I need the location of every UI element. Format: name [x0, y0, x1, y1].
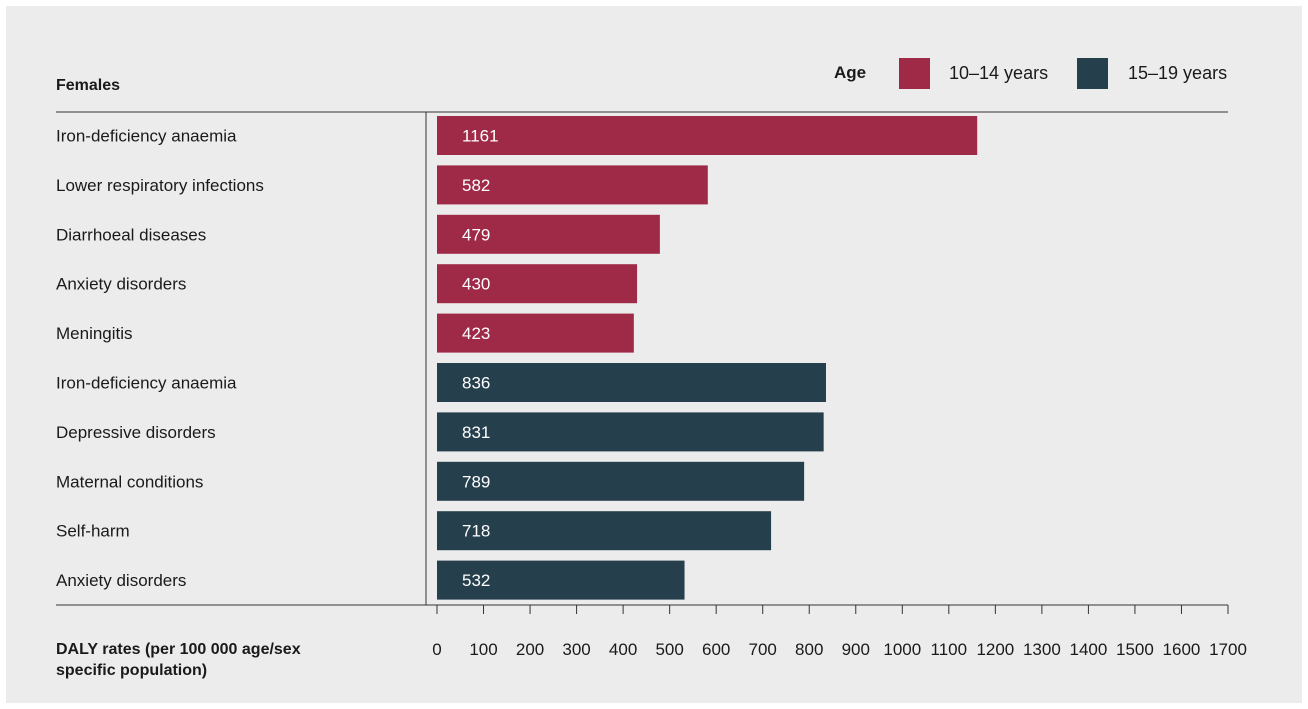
- x-tick-label: 500: [655, 640, 683, 659]
- data-label: 789: [462, 472, 490, 491]
- category-header: Females: [56, 77, 121, 94]
- x-axis-label: DALY rates (per 100 000 age/sex specific…: [56, 641, 301, 679]
- bar-10-14: [437, 116, 978, 155]
- data-label: 831: [462, 423, 490, 442]
- bar-10-14: [437, 313, 634, 353]
- data-label: 718: [462, 522, 490, 541]
- x-tick-label: 700: [749, 640, 777, 659]
- legend-label-15-19: 15–19 years: [1128, 63, 1228, 83]
- x-tick-label: 1300: [1023, 640, 1061, 659]
- bar-15-19: [437, 363, 826, 402]
- x-tick-label: 600: [702, 640, 730, 659]
- data-label: 423: [462, 324, 490, 343]
- category-label: Diarrhoeal diseases: [56, 225, 206, 244]
- x-tick-label: 1400: [1069, 640, 1107, 659]
- data-label: 582: [462, 176, 490, 195]
- category-label: Meningitis: [56, 324, 133, 343]
- x-tick-label: 400: [609, 640, 637, 659]
- data-label: 430: [462, 275, 490, 294]
- x-tick-label: 1500: [1116, 640, 1154, 659]
- x-tick-label: 300: [562, 640, 590, 659]
- legend-label-10-14: 10–14 years: [949, 63, 1049, 83]
- data-label: 836: [462, 374, 490, 393]
- x-tick-label: 900: [842, 640, 870, 659]
- bar-10-14: [437, 214, 660, 254]
- legend-swatch-10-14: [899, 58, 930, 89]
- bar-10-14: [437, 264, 638, 304]
- x-tick-label: 200: [516, 640, 544, 659]
- category-label: Anxiety disorders: [56, 571, 186, 590]
- category-label: Iron-deficiency anaemia: [56, 127, 237, 146]
- data-label: 1161: [462, 127, 499, 146]
- bar-15-19: [437, 412, 824, 452]
- bar-10-14: [437, 165, 708, 205]
- data-label: 479: [462, 225, 490, 244]
- category-label: Maternal conditions: [56, 472, 203, 491]
- category-label: Lower respiratory infections: [56, 176, 264, 195]
- x-tick-label: 1000: [883, 640, 921, 659]
- x-tick-label: 0: [432, 640, 441, 659]
- bar-15-19: [437, 560, 685, 600]
- legend-swatch-15-19: [1077, 58, 1108, 89]
- x-tick-label: 1200: [976, 640, 1014, 659]
- x-tick-label: 100: [469, 640, 497, 659]
- data-label: 532: [462, 571, 490, 590]
- x-tick-label: 800: [795, 640, 823, 659]
- category-label: Self-harm: [56, 522, 130, 541]
- category-label: Anxiety disorders: [56, 275, 186, 294]
- category-label: Iron-deficiency anaemia: [56, 374, 237, 393]
- x-tick-label: 1600: [1163, 640, 1201, 659]
- bar-15-19: [437, 461, 805, 501]
- bar-15-19: [437, 511, 772, 551]
- legend-title: Age: [834, 63, 867, 82]
- category-label: Depressive disorders: [56, 423, 216, 442]
- x-tick-label: 1100: [931, 640, 968, 659]
- x-tick-label: 1700: [1209, 640, 1247, 659]
